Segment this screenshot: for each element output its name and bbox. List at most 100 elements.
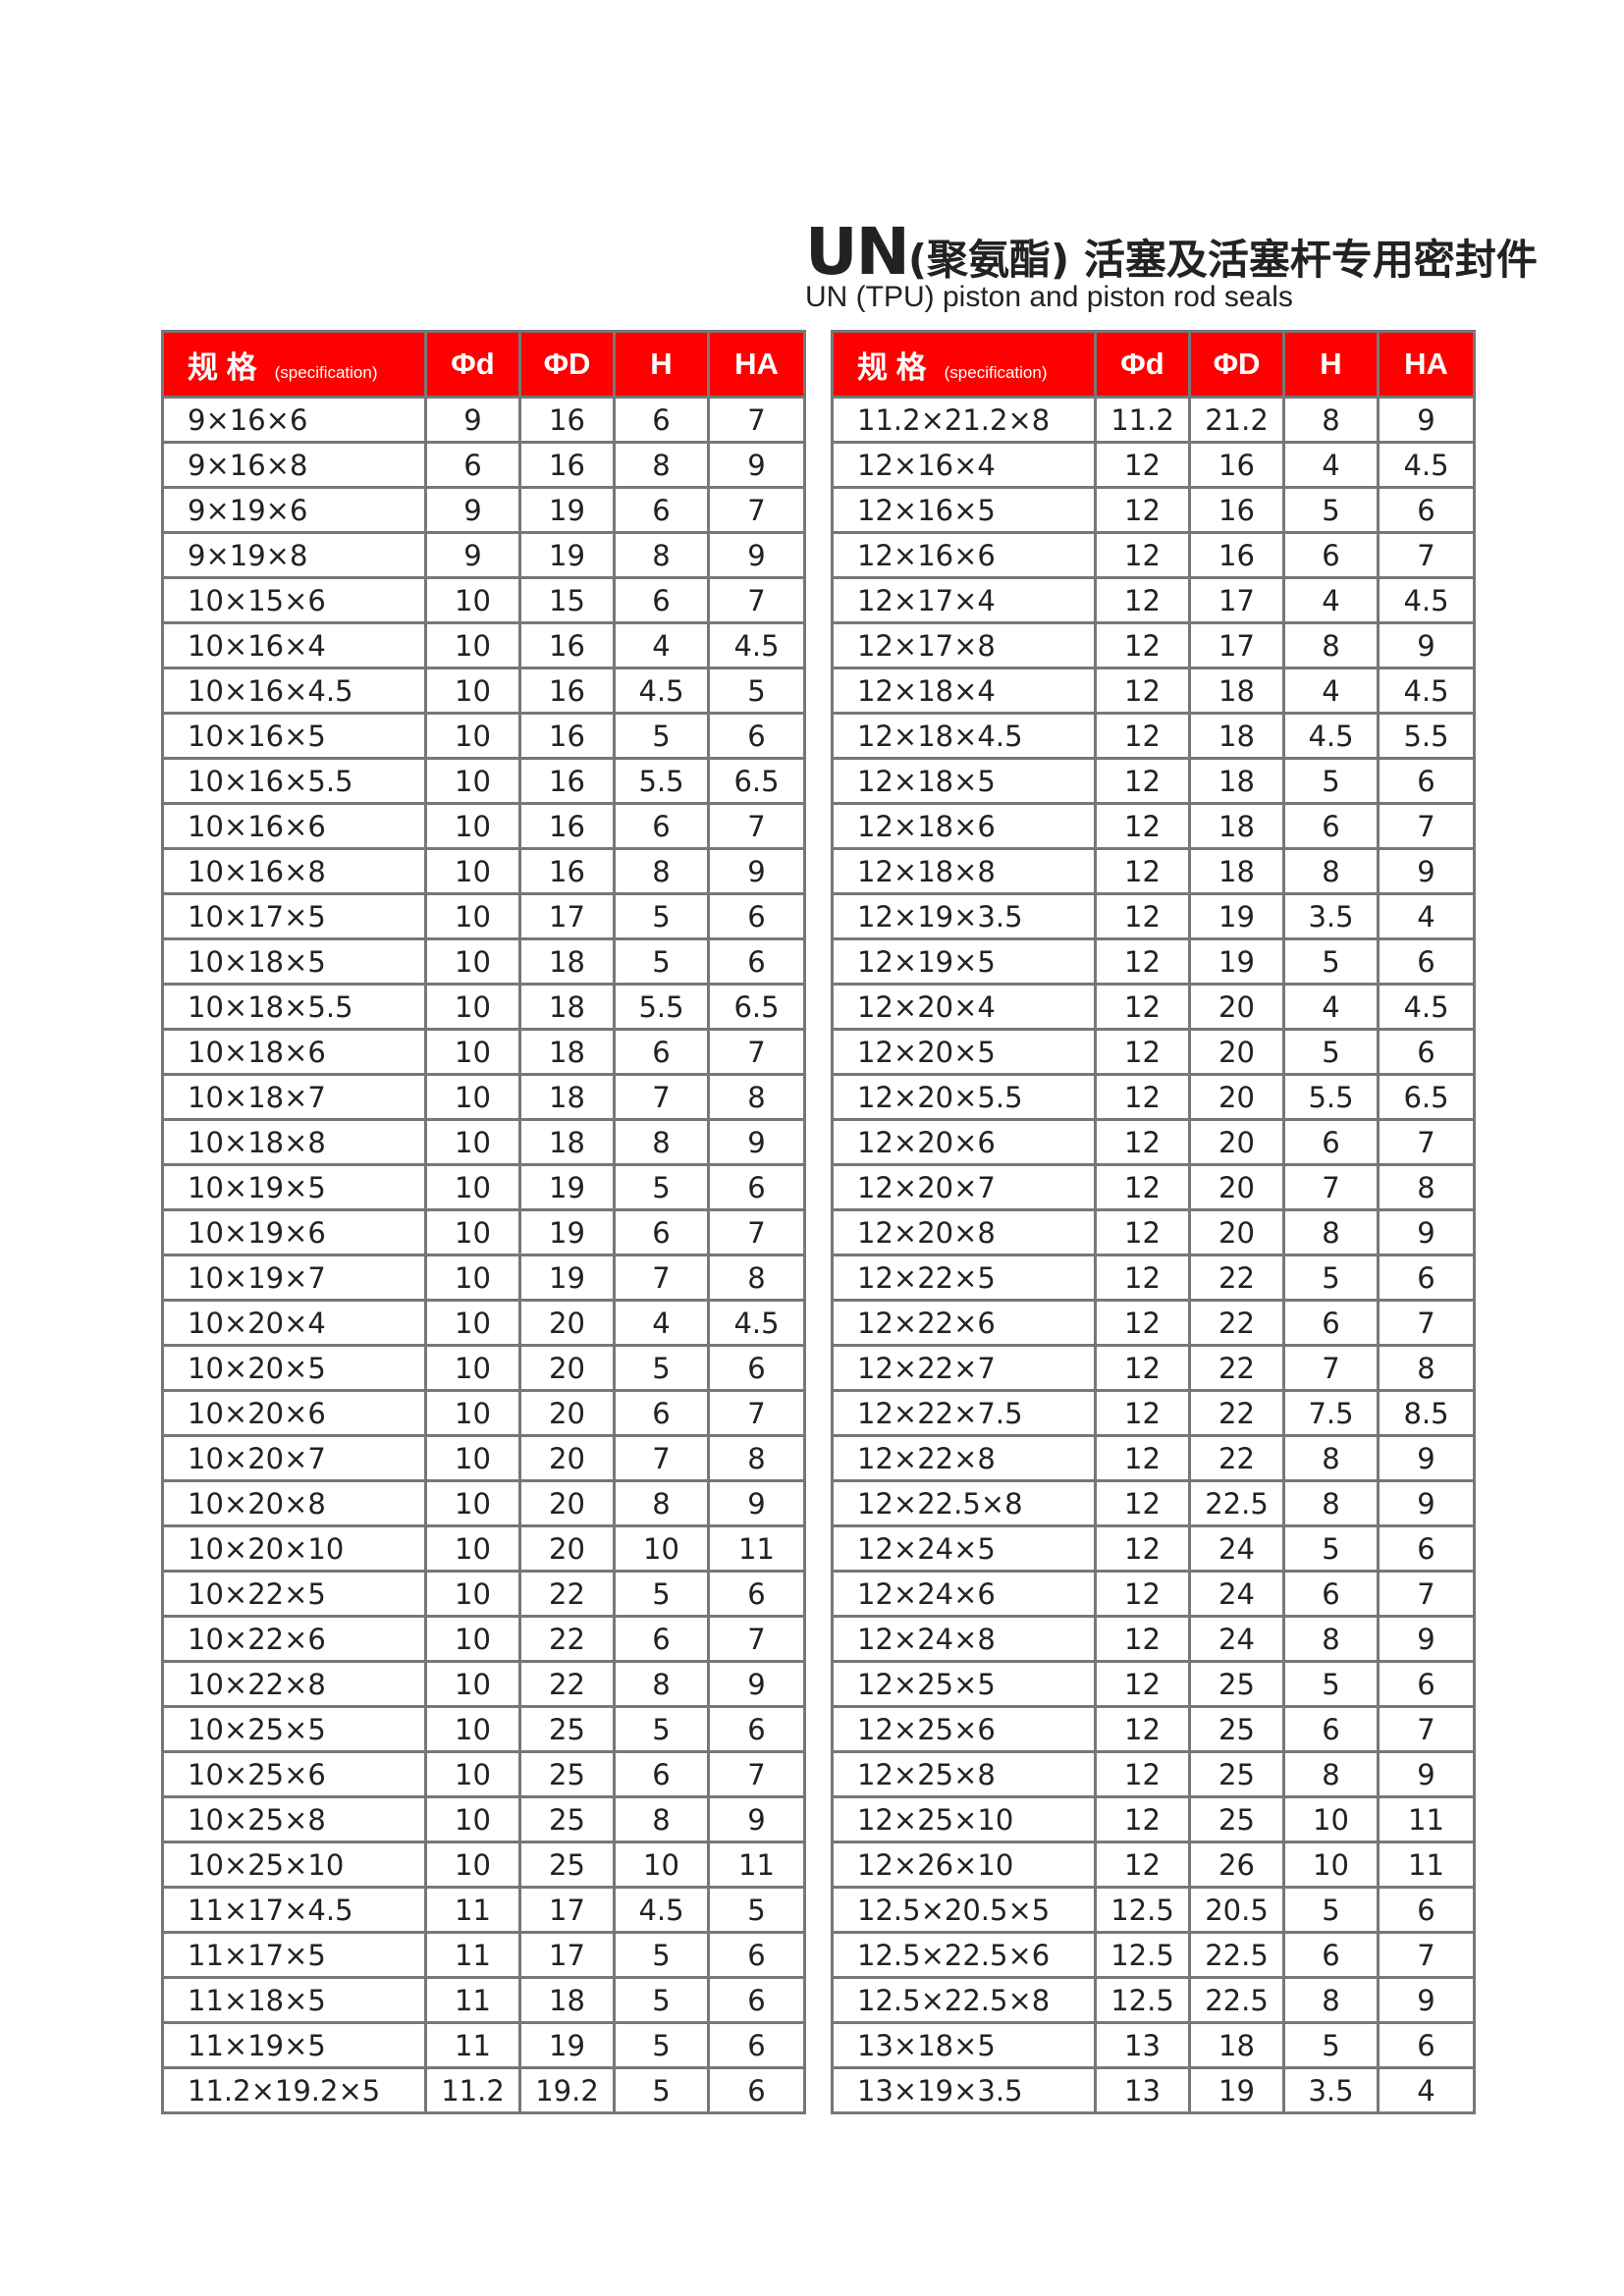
cell-height-a: 6 [1377, 486, 1476, 534]
cell-spec: 12×18×8 [831, 847, 1097, 895]
cell-spec: 10×16×5.5 [161, 757, 427, 805]
cell-height: 8 [1282, 1208, 1380, 1256]
cell-height: 5.5 [613, 983, 710, 1031]
table-row: 10×15×6 10 15 6 7 [161, 576, 806, 624]
cell-spec: 10×20×4 [161, 1299, 427, 1347]
cell-height-a: 4.5 [1377, 983, 1476, 1031]
cell-outer-diameter: 22 [518, 1570, 616, 1618]
cell-inner-diameter: 9 [424, 396, 521, 444]
column-header-height-a: HA [1377, 330, 1476, 399]
table-row: 12×17×4 12 17 4 4.5 [831, 576, 1476, 624]
cell-spec: 10×19×5 [161, 1163, 427, 1211]
cell-height-a: 6 [707, 712, 806, 760]
cell-outer-diameter: 18 [1188, 667, 1285, 715]
table-row: 10×17×5 10 17 5 6 [161, 892, 806, 940]
table-row: 12×18×8 12 18 8 9 [831, 847, 1476, 895]
cell-outer-diameter: 20 [518, 1479, 616, 1527]
cell-spec: 12×19×5 [831, 937, 1097, 986]
cell-inner-diameter: 10 [424, 1660, 521, 1708]
cell-height: 10 [1282, 1795, 1380, 1843]
table-row: 11×18×5 11 18 5 6 [161, 1976, 806, 2024]
cell-outer-diameter: 25 [518, 1795, 616, 1843]
cell-height: 10 [613, 1524, 710, 1573]
cell-spec: 12.5×22.5×6 [831, 1931, 1097, 1979]
cell-inner-diameter: 10 [424, 667, 521, 715]
cell-outer-diameter: 18 [1188, 802, 1285, 850]
cell-outer-diameter: 15 [518, 576, 616, 624]
cell-height-a: 7 [1377, 1931, 1476, 1979]
cell-height: 5 [613, 1705, 710, 1753]
table-row: 10×16×4 10 16 4 4.5 [161, 621, 806, 669]
cell-spec: 12×18×4 [831, 667, 1097, 715]
cell-height: 8 [613, 531, 710, 579]
cell-inner-diameter: 12 [1094, 892, 1191, 940]
cell-outer-diameter: 16 [518, 847, 616, 895]
cell-outer-diameter: 18 [1188, 757, 1285, 805]
table-row: 13×18×5 13 18 5 6 [831, 2021, 1476, 2069]
table-row: 10×25×6 10 25 6 7 [161, 1750, 806, 1798]
cell-spec: 10×20×7 [161, 1434, 427, 1482]
cell-spec: 12×19×3.5 [831, 892, 1097, 940]
cell-outer-diameter: 18 [518, 1028, 616, 1076]
cell-height-a: 9 [707, 1479, 806, 1527]
cell-inner-diameter: 12 [1094, 667, 1191, 715]
cell-outer-diameter: 25 [1188, 1660, 1285, 1708]
table-row: 10×16×4.5 10 16 4.5 5 [161, 667, 806, 715]
cell-height-a: 9 [1377, 1750, 1476, 1798]
cell-height: 6 [613, 1615, 710, 1663]
cell-height: 6 [1282, 1118, 1380, 1166]
spec-table-left: 规 格 (specification) Φd ΦD H HA 9×16×6 9 16 6 7 9×16… [161, 330, 806, 2114]
table-row: 12×16×6 12 16 6 7 [831, 531, 1476, 579]
cell-height: 6 [1282, 1931, 1380, 1979]
cell-height: 7.5 [1282, 1389, 1380, 1437]
cell-height-a: 8 [1377, 1163, 1476, 1211]
cell-height: 5 [1282, 1886, 1380, 1934]
cell-height-a: 7 [707, 1208, 806, 1256]
table-row: 12×22.5×8 12 22.5 8 9 [831, 1479, 1476, 1527]
cell-inner-diameter: 12 [1094, 1073, 1191, 1121]
cell-spec: 10×25×10 [161, 1841, 427, 1889]
column-header-height-a: HA [707, 330, 806, 399]
cell-height-a: 11 [1377, 1841, 1476, 1889]
table-row: 12×16×5 12 16 5 6 [831, 486, 1476, 534]
table-row: 12×20×5.5 12 20 5.5 6.5 [831, 1073, 1476, 1121]
cell-height-a: 4.5 [707, 1299, 806, 1347]
cell-height: 4 [613, 621, 710, 669]
cell-spec: 11.2×19.2×5 [161, 2066, 427, 2114]
cell-height: 5.5 [613, 757, 710, 805]
cell-outer-diameter: 18 [1188, 2021, 1285, 2069]
table-row: 12×26×10 12 26 10 11 [831, 1841, 1476, 1889]
cell-spec: 12×22.5×8 [831, 1479, 1097, 1527]
cell-outer-diameter: 18 [518, 1118, 616, 1166]
cell-height-a: 4.5 [1377, 667, 1476, 715]
cell-height-a: 11 [707, 1524, 806, 1573]
spec-table-right: 规 格 (specification) Φd ΦD H HA 11.2×21.2×8 11.2… [831, 330, 1476, 2114]
cell-height-a: 8 [1377, 1344, 1476, 1392]
cell-height-a: 9 [707, 531, 806, 579]
cell-height: 4.5 [1282, 712, 1380, 760]
cell-outer-diameter: 20 [1188, 1118, 1285, 1166]
cell-height: 8 [613, 1479, 710, 1527]
table-row: 12×16×4 12 16 4 4.5 [831, 441, 1476, 489]
cell-outer-diameter: 25 [518, 1705, 616, 1753]
table-row: 10×16×6 10 16 6 7 [161, 802, 806, 850]
cell-inner-diameter: 12.5 [1094, 1886, 1191, 1934]
cell-outer-diameter: 25 [1188, 1795, 1285, 1843]
cell-height: 8 [1282, 396, 1380, 444]
cell-outer-diameter: 26 [1188, 1841, 1285, 1889]
column-header-inner-diameter: Φd [1094, 330, 1191, 399]
cell-height: 4 [1282, 667, 1380, 715]
cell-inner-diameter: 11 [424, 1886, 521, 1934]
cell-inner-diameter: 10 [424, 1163, 521, 1211]
cell-inner-diameter: 10 [424, 1705, 521, 1753]
cell-height: 7 [613, 1073, 710, 1121]
cell-height: 4 [1282, 441, 1380, 489]
cell-inner-diameter: 12 [1094, 1344, 1191, 1392]
table-row: 10×16×5.5 10 16 5.5 6.5 [161, 757, 806, 805]
cell-height-a: 6 [1377, 1886, 1476, 1934]
cell-height: 10 [613, 1841, 710, 1889]
cell-inner-diameter: 12 [1094, 441, 1191, 489]
table-row: 10×22×5 10 22 5 6 [161, 1570, 806, 1618]
cell-height-a: 7 [1377, 1705, 1476, 1753]
table-row: 12.5×20.5×5 12.5 20.5 5 6 [831, 1886, 1476, 1934]
